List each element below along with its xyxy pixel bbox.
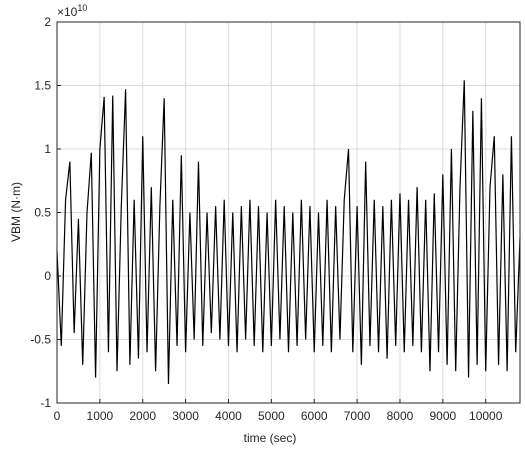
y-multiplier: ×1010	[57, 3, 87, 19]
x-tick-label: 1000	[87, 409, 114, 423]
y-tick-label: 1.5	[34, 79, 51, 93]
x-tick-label: 10000	[469, 409, 503, 423]
y-tick-label: 2	[44, 15, 51, 29]
x-tick-label: 6000	[301, 409, 328, 423]
data-line	[56, 80, 521, 384]
multiplier-base: ×10	[57, 5, 78, 19]
x-tick-label: 2000	[129, 409, 156, 423]
y-axis-label: VBM (N·m)	[9, 182, 23, 242]
x-tick-label: 4000	[215, 409, 242, 423]
multiplier-exponent: 10	[77, 3, 87, 13]
x-tick-label: 5000	[258, 409, 285, 423]
x-tick-label: 7000	[344, 409, 371, 423]
y-tick-label: 0	[44, 269, 51, 283]
x-tick-label: 9000	[429, 409, 456, 423]
y-tick-label: -0.5	[30, 333, 51, 347]
y-tick-label: -1	[40, 396, 51, 410]
x-axis-label: time (sec)	[244, 431, 297, 445]
plot-frame	[56, 21, 521, 404]
y-tick-label: 1	[44, 142, 51, 156]
y-tick-label: 0.5	[34, 206, 51, 220]
x-tick-label: 3000	[172, 409, 199, 423]
x-tick-label: 0	[54, 409, 61, 423]
x-tick-label: 8000	[387, 409, 414, 423]
